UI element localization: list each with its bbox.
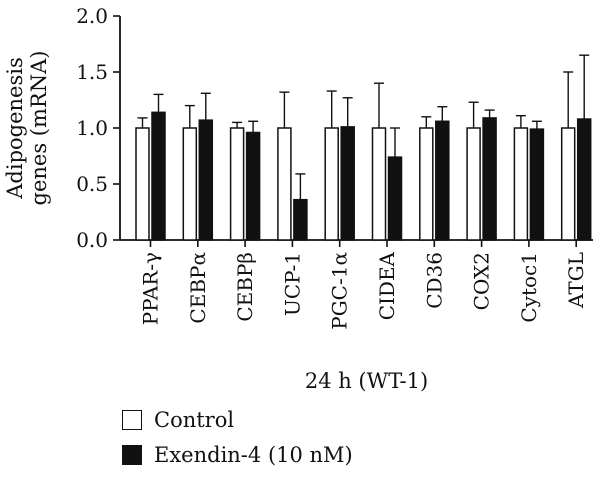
legend-swatch-exendin	[122, 444, 142, 465]
legend-label-control: Control	[154, 407, 235, 432]
bar-control	[277, 127, 292, 241]
y-tick-label: 1.5	[76, 60, 108, 84]
legend-item-exendin: Exendin-4 (10 nM)	[122, 437, 353, 472]
x-tick-label: PPAR-γ	[139, 252, 163, 325]
bar-exendin	[340, 126, 355, 241]
y-axis-label: Adipogenesis	[3, 57, 27, 200]
bar-control	[182, 127, 198, 241]
legend: Control Exendin-4 (10 nM)	[122, 402, 353, 472]
bar-control	[324, 127, 339, 241]
y-axis-label: genes (mRNA)	[27, 51, 51, 206]
bar-exendin	[576, 118, 592, 241]
bar-control	[513, 127, 529, 241]
x-tick-label: CIDEA	[375, 251, 399, 320]
y-tick-label: 1.0	[76, 116, 108, 140]
x-tick-label: UCP-1	[280, 252, 304, 316]
y-tick-label: 2.0	[76, 4, 108, 28]
x-tick-label: PGC-1α	[328, 252, 352, 330]
bar-exendin	[293, 198, 308, 241]
bar-exendin	[482, 117, 497, 241]
bar-exendin	[245, 131, 261, 241]
x-tick-label: Cytoc1	[517, 252, 541, 323]
bar-exendin	[529, 128, 545, 241]
bar-exendin	[435, 120, 450, 241]
bar-control	[560, 127, 576, 241]
x-tick-label: COX2	[470, 252, 494, 310]
legend-label-exendin: Exendin-4 (10 nM)	[154, 442, 353, 467]
x-tick-label: CEBPβ	[233, 252, 257, 322]
bar-exendin	[151, 111, 166, 241]
legend-item-control: Control	[122, 402, 353, 437]
bar-control	[135, 127, 150, 241]
bar-exendin	[198, 119, 214, 241]
bar-control	[419, 127, 434, 241]
bar-control	[466, 127, 481, 241]
legend-swatch-control	[122, 409, 142, 430]
x-axis-label: 24 h (WT-1)	[305, 369, 428, 393]
bar-exendin	[387, 156, 403, 241]
bar-control	[371, 127, 387, 241]
x-tick-label: CEBPα	[186, 252, 210, 324]
x-tick-label: CD36	[422, 252, 446, 309]
x-tick-label: ATGL	[564, 252, 588, 309]
y-tick-label: 0.0	[76, 228, 108, 252]
bar-control	[229, 127, 245, 241]
y-tick-label: 0.5	[76, 172, 108, 196]
